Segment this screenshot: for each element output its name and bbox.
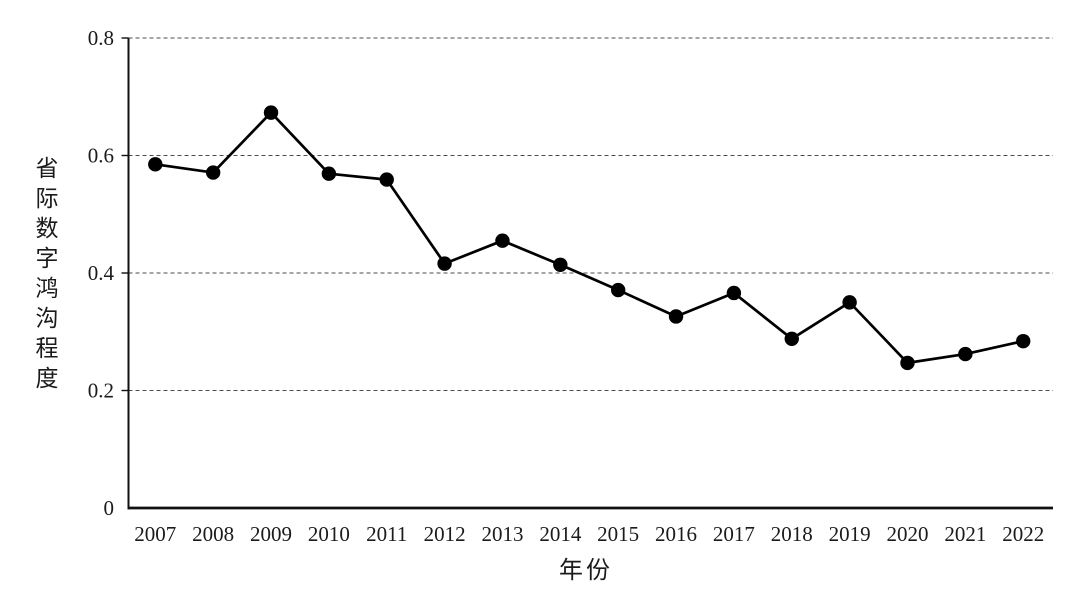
- data-point-2008: [205, 165, 221, 180]
- y-tick-label: 0.4: [88, 261, 115, 285]
- y-tick-label: 0.2: [88, 379, 114, 403]
- data-point-2009: [263, 105, 279, 120]
- x-tick-label: 2012: [424, 522, 466, 546]
- x-tick-label: 2022: [1002, 522, 1044, 546]
- x-tick-label: 2021: [944, 522, 986, 546]
- data-point-2010: [321, 166, 337, 181]
- data-point-2012: [437, 256, 452, 271]
- x-tick-label: 2020: [886, 522, 928, 546]
- data-point-2021: [958, 346, 973, 362]
- x-tick-label: 2014: [539, 522, 582, 546]
- y-tick-label: 0.6: [88, 144, 114, 168]
- data-point-2022: [1016, 333, 1031, 349]
- data-point-2015: [610, 282, 626, 298]
- x-tick-label: 2017: [713, 522, 755, 546]
- data-point-2013: [495, 233, 510, 248]
- x-tick-label: 2011: [366, 522, 407, 546]
- data-point-2007: [148, 157, 163, 172]
- series-line: [153, 111, 1025, 365]
- x-tick-label: 2007: [134, 522, 176, 546]
- x-tick-label: 2018: [771, 522, 813, 546]
- y-tick-label: 0.8: [88, 26, 114, 50]
- x-tick-label: 2008: [192, 522, 234, 546]
- y-axis-title: 省际数字鸿沟程度: [32, 156, 57, 396]
- x-tick-label: 2015: [597, 522, 639, 546]
- y-tick-label: 0: [104, 496, 115, 520]
- x-axis-title: 年份: [559, 557, 613, 584]
- x-tick-label: 2016: [655, 522, 697, 546]
- x-tick-label: 2013: [481, 522, 523, 546]
- x-tick-label: 2010: [308, 522, 350, 546]
- x-tick-label: 2009: [250, 522, 292, 546]
- data-point-2018: [784, 331, 799, 346]
- data-point-2014: [553, 257, 568, 272]
- data-point-2020: [900, 355, 915, 371]
- data-point-2019: [842, 295, 857, 310]
- x-tick-label: 2019: [829, 522, 871, 546]
- data-point-2017: [726, 285, 742, 301]
- data-point-2011: [379, 172, 394, 187]
- data-point-2016: [668, 309, 684, 324]
